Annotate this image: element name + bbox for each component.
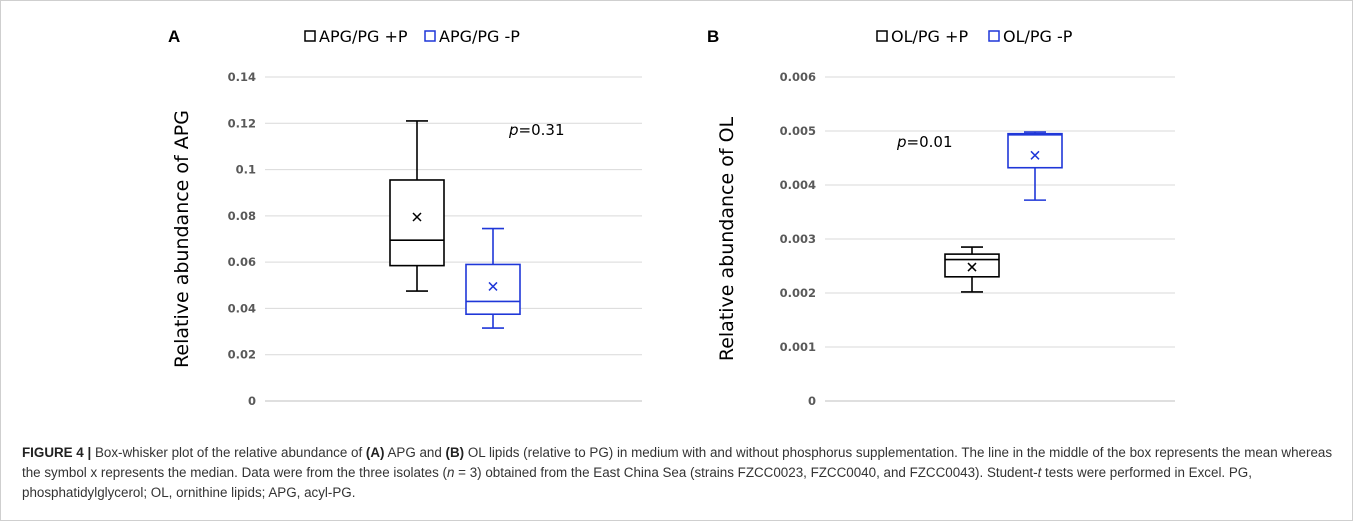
y-tick-label: 0.004 — [780, 178, 816, 192]
figure-charts: A APG/PG +P APG/PG -P 0 0.02 0.04 0.06 0.08 0.1 0… — [168, 27, 1175, 408]
box-minus-p — [1007, 131, 1063, 201]
iqr-box — [389, 179, 445, 267]
legend-label: OL/PG +P — [891, 27, 968, 46]
p-value: =0.01 — [907, 133, 953, 151]
x-marker — [488, 281, 498, 291]
caption-segment: OL lipids (relative to PG) in medium wit… — [22, 445, 1333, 480]
y-tick-label: 0.1 — [236, 163, 256, 177]
box-plus-p — [389, 120, 445, 292]
caption-segment: n — [446, 465, 455, 480]
legend-label: OL/PG -P — [1003, 27, 1073, 46]
caption-segment: (B) — [445, 445, 465, 460]
box-plus-p — [944, 246, 1000, 293]
iqr-box — [1007, 132, 1063, 169]
panel-a: A APG/PG +P APG/PG -P 0 0.02 0.04 0.06 0.08 0.1 0… — [168, 27, 642, 408]
p-symbol: p — [508, 121, 519, 139]
y-tick-label: 0.06 — [228, 255, 256, 269]
iqr-box — [944, 253, 1000, 278]
y-axis-label: Relative abundance of OL — [716, 116, 738, 361]
legend-swatch — [304, 30, 316, 42]
caption-segment: tests were performed in Excel. PG, phosp… — [22, 465, 1252, 500]
y-tick-label: 0.006 — [780, 70, 816, 84]
box-minus-p — [465, 227, 521, 329]
legend-swatch — [424, 30, 436, 42]
y-tick-label: 0.002 — [780, 286, 816, 300]
caption-segment: t — [1037, 465, 1042, 480]
p-value-annotation: p=0.31 — [508, 121, 565, 139]
legend-label: APG/PG -P — [439, 27, 520, 46]
p-value-annotation: p=0.01 — [896, 133, 953, 151]
y-tick-label: 0.04 — [228, 301, 256, 315]
x-marker — [967, 262, 977, 272]
y-tick-label: 0.001 — [780, 340, 816, 354]
y-tick-label: 0.005 — [780, 124, 816, 138]
iqr-box — [465, 263, 521, 316]
x-marker — [1030, 150, 1040, 160]
legend-swatch — [988, 30, 1000, 42]
caption-segment: = 3) obtained from the East China Sea (s… — [454, 465, 1038, 480]
p-value: =0.31 — [519, 121, 565, 139]
p-symbol: p — [896, 133, 907, 151]
y-tick-label: 0.003 — [780, 232, 816, 246]
y-tick-label: 0 — [808, 394, 816, 408]
y-tick-label: 0.02 — [228, 348, 256, 362]
caption-segment: (A) — [365, 445, 385, 460]
panel-letter: A — [168, 27, 180, 46]
y-tick-label: 0.08 — [228, 209, 256, 223]
caption-segment: Box-whisker plot of the relative abundan… — [91, 445, 366, 460]
figure-caption: FIGURE 4 | Box-whisker plot of the relat… — [22, 443, 1337, 503]
panel-letter: B — [707, 27, 719, 46]
caption-body: Box-whisker plot of the relative abundan… — [22, 445, 1332, 500]
y-axis-label: Relative abundance of APG — [171, 110, 193, 368]
caption-segment: APG and — [384, 445, 446, 460]
legend-label: APG/PG +P — [319, 27, 408, 46]
y-tick-label: 0 — [248, 394, 256, 408]
x-marker — [412, 212, 422, 222]
y-tick-label: 0.12 — [228, 116, 256, 130]
legend-swatch — [876, 30, 888, 42]
y-tick-label: 0.14 — [228, 70, 256, 84]
panel-b: B OL/PG +P OL/PG -P 0 0.001 0.002 0.003 0.004 0.… — [707, 27, 1175, 408]
caption-label: FIGURE 4 | — [22, 445, 92, 460]
